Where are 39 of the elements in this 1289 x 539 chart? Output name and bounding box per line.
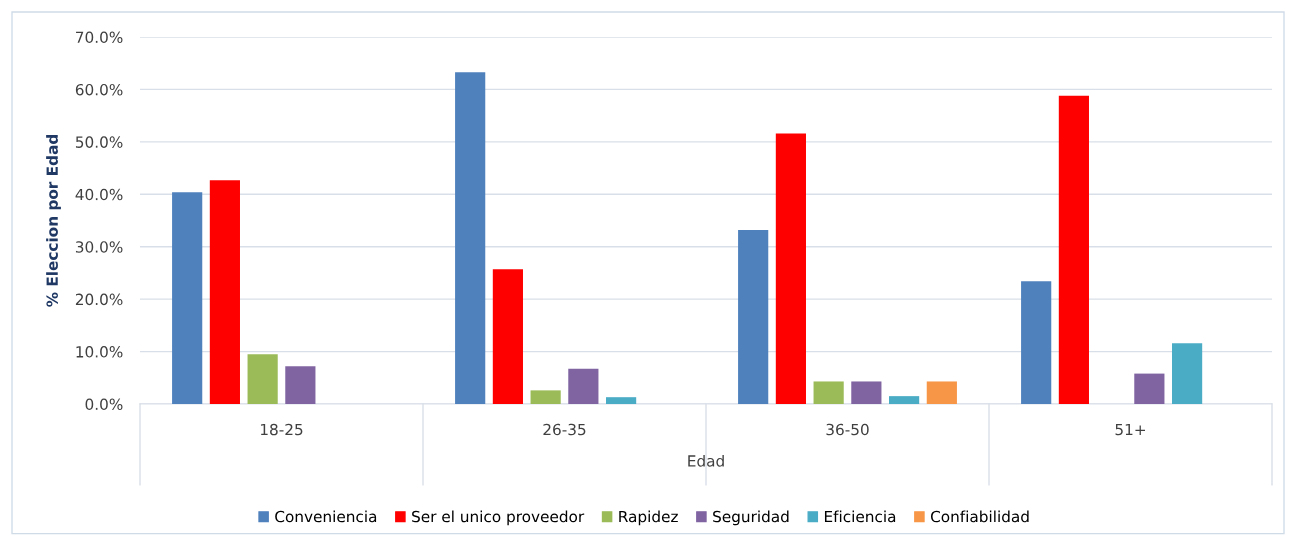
x-tick-label: 18-25 [260,423,303,436]
y-tick-label: 30.0% [75,241,123,253]
y-tick-label: 10.0% [76,346,123,358]
bar [738,229,769,404]
bar [455,72,486,404]
bar [775,133,806,404]
legend-label: Eficiencia [824,510,896,523]
legend-label: Rapidez [619,510,678,526]
legend-label: Confiabilidad [930,510,1029,523]
x-tick-label: 51+ [1115,423,1145,436]
bar [1058,95,1089,404]
bar [247,354,278,404]
bar [1172,343,1203,404]
bar [492,269,523,404]
y-tick-label: 60.0% [75,83,123,96]
bar [926,381,957,404]
legend-label: Ser el unico proveedor [412,510,585,526]
bar [172,192,203,404]
bar [568,368,599,404]
y-tick-label: 20.0% [75,293,123,306]
x-tick-label: 26-35 [543,423,586,436]
bar [1134,373,1165,404]
bar [1021,281,1052,404]
y-tick-label: 50.0% [75,136,123,148]
bar [209,180,240,404]
legend-label: Seguridad [713,510,789,526]
legend-label: Conveniencia [275,510,377,523]
bar [285,366,316,404]
bar [851,381,882,404]
bar [530,390,561,404]
y-tick-label: 70.0% [76,31,123,44]
bar [606,397,637,404]
x-axis-title: Edad [688,454,724,467]
y-axis-title: % Eleccion por Edad [46,134,61,307]
bar [813,381,844,404]
y-tick-label: 0.0% [85,398,123,411]
y-tick-label: 40.0% [75,188,123,201]
bar [889,396,920,404]
x-tick-label: 36-50 [826,423,869,436]
